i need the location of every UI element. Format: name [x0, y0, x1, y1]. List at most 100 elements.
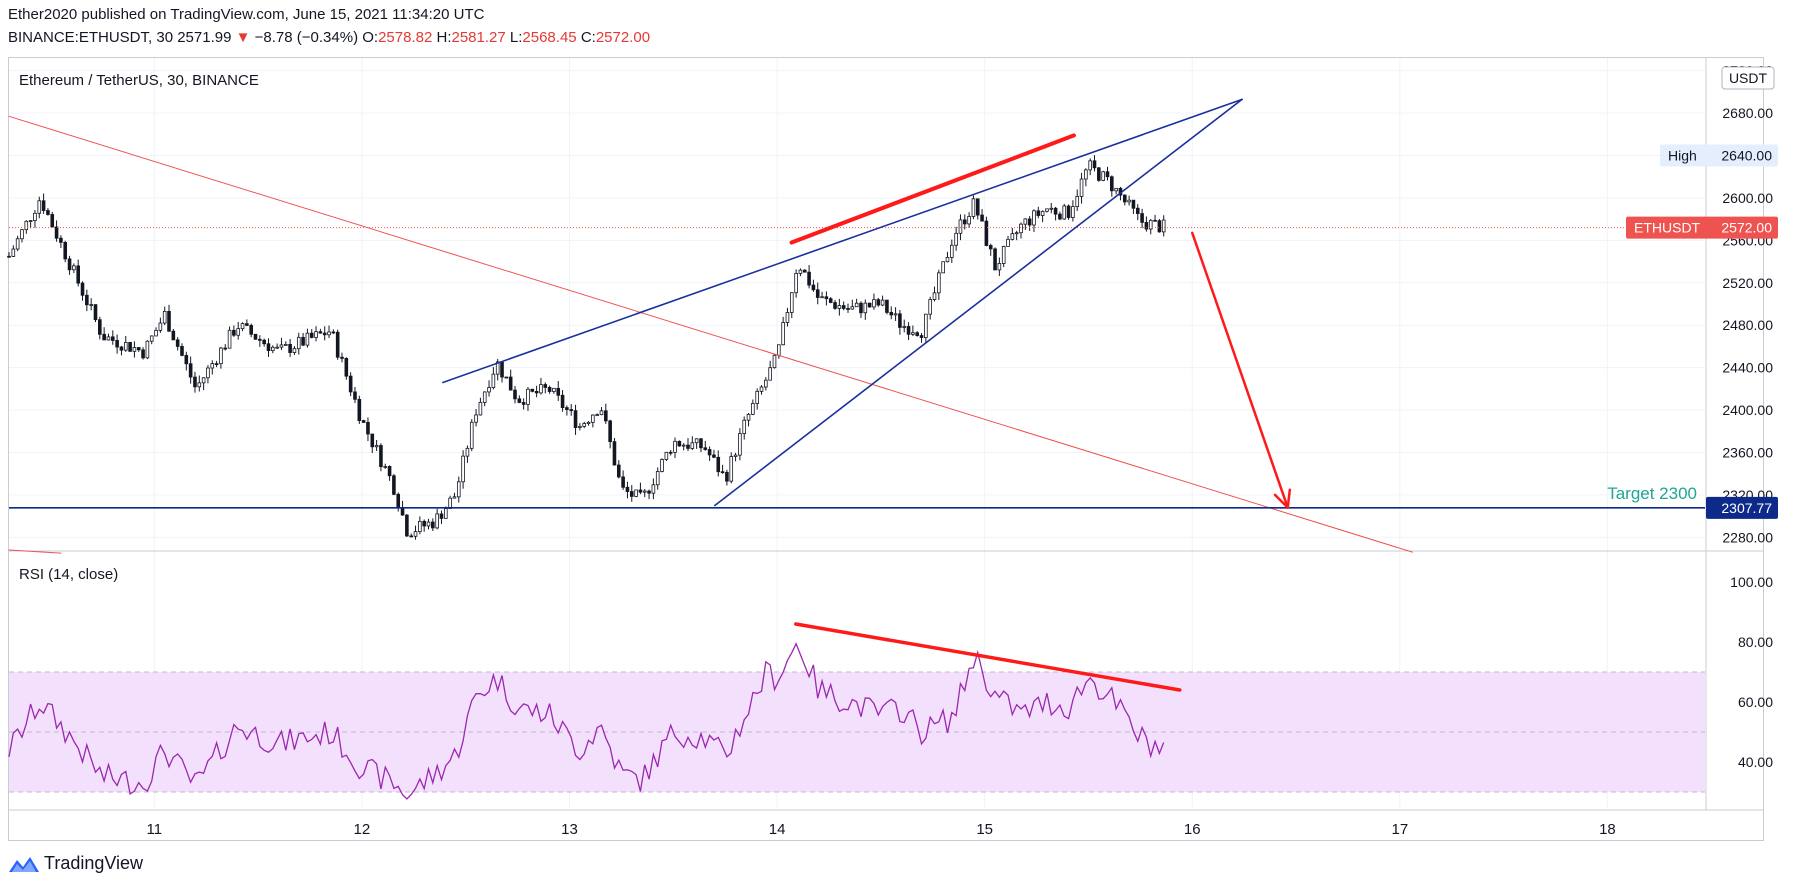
candle-body	[106, 336, 111, 341]
candle-body	[24, 220, 29, 231]
candle-body	[733, 454, 738, 457]
price-axis[interactable]: 2280.002320.002360.002400.002440.002480.…	[1722, 63, 1773, 546]
candle-body	[158, 322, 163, 331]
x-tick-label: 14	[769, 821, 786, 838]
candle-body	[1127, 199, 1131, 203]
candle-body	[945, 256, 950, 263]
candle-body	[136, 347, 141, 351]
candle-body	[98, 319, 102, 335]
candle-body	[171, 330, 176, 341]
candle-body	[751, 403, 755, 415]
drawings[interactable]	[8, 98, 1705, 692]
candle-body	[1053, 207, 1058, 215]
candle-body	[673, 440, 677, 453]
candle-body	[1148, 219, 1153, 230]
high-value: 2581.27	[451, 29, 506, 46]
candle-body	[880, 299, 885, 306]
candle-body	[552, 387, 556, 392]
candle-body	[145, 340, 150, 359]
x-tick-label: 11	[147, 821, 163, 838]
candle-body	[850, 306, 855, 310]
last-tag-value: 2572.00	[1721, 220, 1772, 236]
candle-body	[1131, 199, 1136, 209]
candle-body	[197, 382, 202, 388]
candle-body	[301, 336, 305, 346]
tradingview-brand: TradingView	[44, 853, 144, 873]
x-tick-label: 12	[354, 821, 371, 838]
candle-body	[210, 363, 215, 369]
y-tick-label: 2400.00	[1722, 402, 1773, 418]
candle-body	[504, 376, 509, 379]
candle-body	[789, 292, 794, 313]
candle-body	[439, 513, 444, 519]
candle-body	[872, 299, 876, 308]
candle-body	[975, 198, 980, 216]
candle-body	[703, 447, 708, 450]
candle-body	[20, 229, 24, 240]
candle-body	[50, 214, 55, 228]
candle-body	[591, 414, 595, 423]
candle-body	[37, 200, 42, 214]
candle-body	[837, 305, 842, 309]
y-tick-label: 2280.00	[1722, 529, 1773, 545]
y-tick-label: 2440.00	[1722, 360, 1773, 376]
candle-body	[115, 340, 119, 348]
candle-body	[815, 289, 820, 298]
candle-body	[893, 313, 898, 316]
candle-body	[128, 341, 132, 352]
candle-body	[859, 302, 863, 314]
candle-body	[353, 391, 357, 400]
candle-body	[344, 357, 349, 377]
candle-body	[54, 226, 59, 239]
candle-body	[266, 343, 271, 352]
rsi-axis[interactable]: 40.00 60.00 80.00 100.00	[1730, 574, 1773, 770]
candle-body	[1014, 232, 1019, 235]
candle-body	[76, 265, 80, 284]
candle-body	[954, 232, 958, 246]
candle-body	[997, 263, 1002, 271]
candle-body	[1023, 218, 1028, 225]
candle-body	[162, 310, 167, 324]
candle-body	[911, 332, 915, 335]
candle-body	[595, 414, 599, 417]
candle-body	[296, 336, 301, 350]
candle-body	[699, 438, 703, 449]
currency-label: USDT	[1729, 70, 1768, 86]
candle-body	[249, 325, 253, 335]
candle-body	[681, 444, 686, 447]
candle-body	[167, 310, 171, 332]
candle-body	[258, 338, 262, 341]
tradingview-logo[interactable]: TradingView	[8, 853, 143, 874]
candle-body	[526, 388, 530, 405]
candle-body	[1079, 178, 1084, 197]
candle-body	[902, 326, 907, 328]
rsi-line	[8, 642, 1165, 800]
currency-badge[interactable]: USDT	[1721, 66, 1775, 90]
candle-body	[1062, 205, 1067, 220]
candle-body	[988, 245, 993, 250]
candle-body	[599, 410, 604, 416]
candle-body	[413, 531, 418, 537]
chart-frame	[8, 57, 1764, 841]
x-tick-label: 16	[1184, 821, 1201, 838]
candle-body	[379, 445, 383, 468]
candle-body	[941, 261, 945, 274]
candle-body	[102, 333, 106, 341]
candle-body	[80, 282, 85, 296]
time-axis[interactable]: 11 12 13 14 15 16 17 18	[147, 821, 1616, 838]
candle-body	[811, 284, 816, 291]
candle-body	[539, 384, 543, 394]
y-tick-label: 2360.00	[1722, 444, 1773, 460]
candle-body	[123, 341, 128, 351]
candle-body	[357, 398, 362, 421]
candle-body	[807, 271, 811, 286]
candle-body	[919, 335, 924, 338]
candle-body	[283, 343, 288, 346]
candle-body	[824, 296, 829, 300]
candle-body	[932, 292, 937, 300]
candle-body	[219, 347, 223, 365]
y-tick-label: 2600.00	[1722, 190, 1773, 206]
candle-body	[980, 214, 984, 222]
high-tag-label: High	[1668, 148, 1697, 164]
